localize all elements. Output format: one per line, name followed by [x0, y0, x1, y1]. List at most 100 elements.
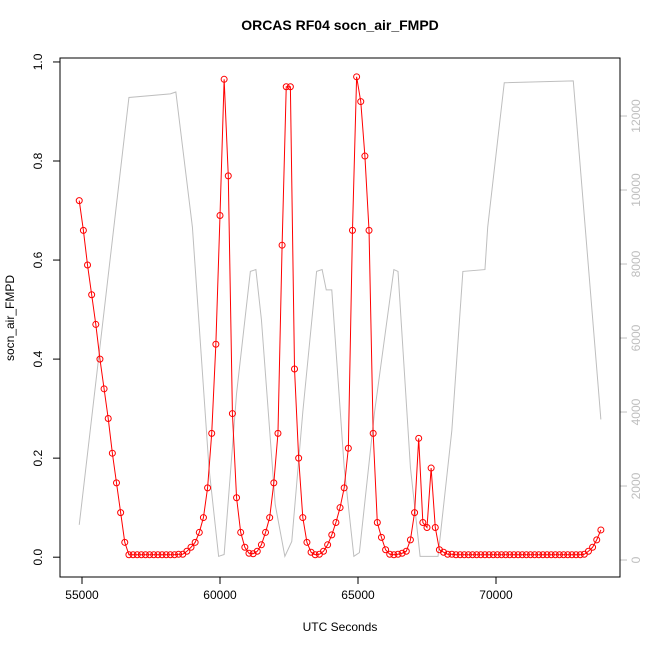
- data-point: [208, 429, 216, 437]
- data-point: [286, 83, 294, 91]
- data-point: [237, 528, 245, 536]
- y-tick-label: 0.0: [31, 549, 45, 566]
- plot-frame: [59, 57, 621, 578]
- data-point: [576, 551, 584, 559]
- x-axis-label: UTC Seconds: [303, 620, 378, 634]
- data-point: [382, 546, 390, 554]
- data-point: [353, 73, 361, 81]
- data-point: [506, 551, 514, 559]
- data-point: [233, 494, 241, 502]
- data-point: [183, 547, 191, 555]
- data-point: [332, 519, 340, 527]
- x-tick-label: 60000: [203, 588, 237, 602]
- data-point: [195, 528, 203, 536]
- data-point: [589, 543, 597, 551]
- data-point: [452, 551, 460, 559]
- y2-tick-label: 10000: [629, 173, 643, 207]
- data-point: [547, 551, 555, 559]
- chart-title: ORCAS RF04 socn_air_FMPD: [241, 17, 439, 33]
- data-point: [79, 226, 87, 234]
- data-point: [187, 543, 195, 551]
- data-point: [170, 551, 178, 559]
- data-point: [473, 551, 481, 559]
- data-point: [328, 531, 336, 539]
- data-point: [415, 434, 423, 442]
- data-point: [373, 519, 381, 527]
- data-point: [108, 449, 116, 457]
- y-tick-label: 0.8: [31, 152, 45, 169]
- data-point: [377, 533, 385, 541]
- data-point: [166, 551, 174, 559]
- y-axis-label: socn_air_FMPD: [3, 275, 17, 361]
- data-point: [146, 551, 154, 559]
- y-tick-label: 1.0: [31, 53, 45, 70]
- data-point: [154, 551, 162, 559]
- data-point: [228, 410, 236, 418]
- data-point: [543, 551, 551, 559]
- data-point: [295, 454, 303, 462]
- data-point: [150, 551, 158, 559]
- data-point: [411, 509, 419, 517]
- y-tick-label: 0.2: [31, 449, 45, 466]
- data-point: [564, 551, 572, 559]
- data-point: [518, 551, 526, 559]
- data-point: [406, 536, 414, 544]
- data-point: [274, 429, 282, 437]
- data-point: [460, 551, 468, 559]
- data-point: [220, 75, 228, 83]
- data-point: [133, 551, 141, 559]
- data-point: [344, 444, 352, 452]
- data-point: [456, 551, 464, 559]
- data-point: [125, 551, 133, 559]
- data-point: [75, 197, 83, 205]
- data-point: [245, 549, 253, 557]
- data-point: [402, 547, 410, 555]
- data-point: [121, 538, 129, 546]
- data-point: [212, 340, 220, 348]
- data-point: [584, 547, 592, 555]
- data-point: [535, 551, 543, 559]
- data-point: [398, 549, 406, 557]
- data-point: [253, 547, 261, 555]
- data-point: [568, 551, 576, 559]
- data-point: [526, 551, 534, 559]
- data-point: [448, 550, 456, 558]
- data-point: [117, 509, 125, 517]
- data-point: [311, 551, 319, 559]
- data-point: [560, 551, 568, 559]
- data-point: [100, 385, 108, 393]
- data-point: [423, 523, 431, 531]
- data-point: [137, 551, 145, 559]
- data-point: [303, 538, 311, 546]
- data-point: [361, 152, 369, 160]
- data-point: [88, 291, 96, 299]
- data-point: [257, 541, 265, 549]
- data-point: [224, 172, 232, 180]
- data-point: [191, 538, 199, 546]
- series-line: [78, 80, 602, 558]
- data-point: [369, 429, 377, 437]
- data-point: [262, 528, 270, 536]
- data-point: [340, 484, 348, 492]
- y2-tick-label: 8000: [629, 250, 643, 277]
- data-point: [282, 83, 290, 91]
- data-point: [319, 547, 327, 555]
- data-point: [84, 261, 92, 269]
- y2-tick-label: 4000: [629, 398, 643, 425]
- data-point: [291, 365, 299, 373]
- data-point: [96, 355, 104, 363]
- series-line: [78, 76, 602, 556]
- data-point: [348, 226, 356, 234]
- data-point: [141, 551, 149, 559]
- data-point: [299, 514, 307, 522]
- data-point: [162, 551, 170, 559]
- data-point: [440, 548, 448, 556]
- data-point: [551, 551, 559, 559]
- data-point: [597, 526, 605, 534]
- data-point: [390, 551, 398, 559]
- data-point: [464, 551, 472, 559]
- data-point: [481, 551, 489, 559]
- data-point: [485, 551, 493, 559]
- data-point: [427, 464, 435, 472]
